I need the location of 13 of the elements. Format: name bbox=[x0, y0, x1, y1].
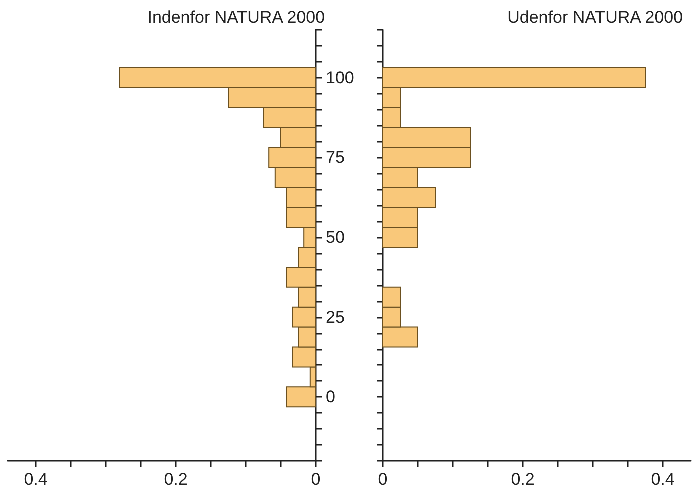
x-tick-label: 0 bbox=[311, 470, 321, 489]
x-tick-label: 0.4 bbox=[24, 470, 48, 489]
chart-title: Indenfor NATURA 2000 bbox=[148, 8, 326, 27]
y-tick-label: 25 bbox=[326, 308, 345, 327]
y-tick-label: 50 bbox=[326, 228, 345, 248]
y-tick-label: 100 bbox=[326, 68, 354, 88]
y-tick-label: 75 bbox=[326, 148, 345, 168]
y-tick-label: 0 bbox=[326, 388, 336, 407]
x-tick-label: 0.2 bbox=[511, 470, 535, 489]
x-tick-label: 0.4 bbox=[651, 470, 675, 489]
x-tick-label: 0 bbox=[378, 470, 388, 489]
chart-title: Udenfor NATURA 2000 bbox=[508, 8, 684, 27]
x-tick-label: 0.2 bbox=[164, 470, 188, 489]
